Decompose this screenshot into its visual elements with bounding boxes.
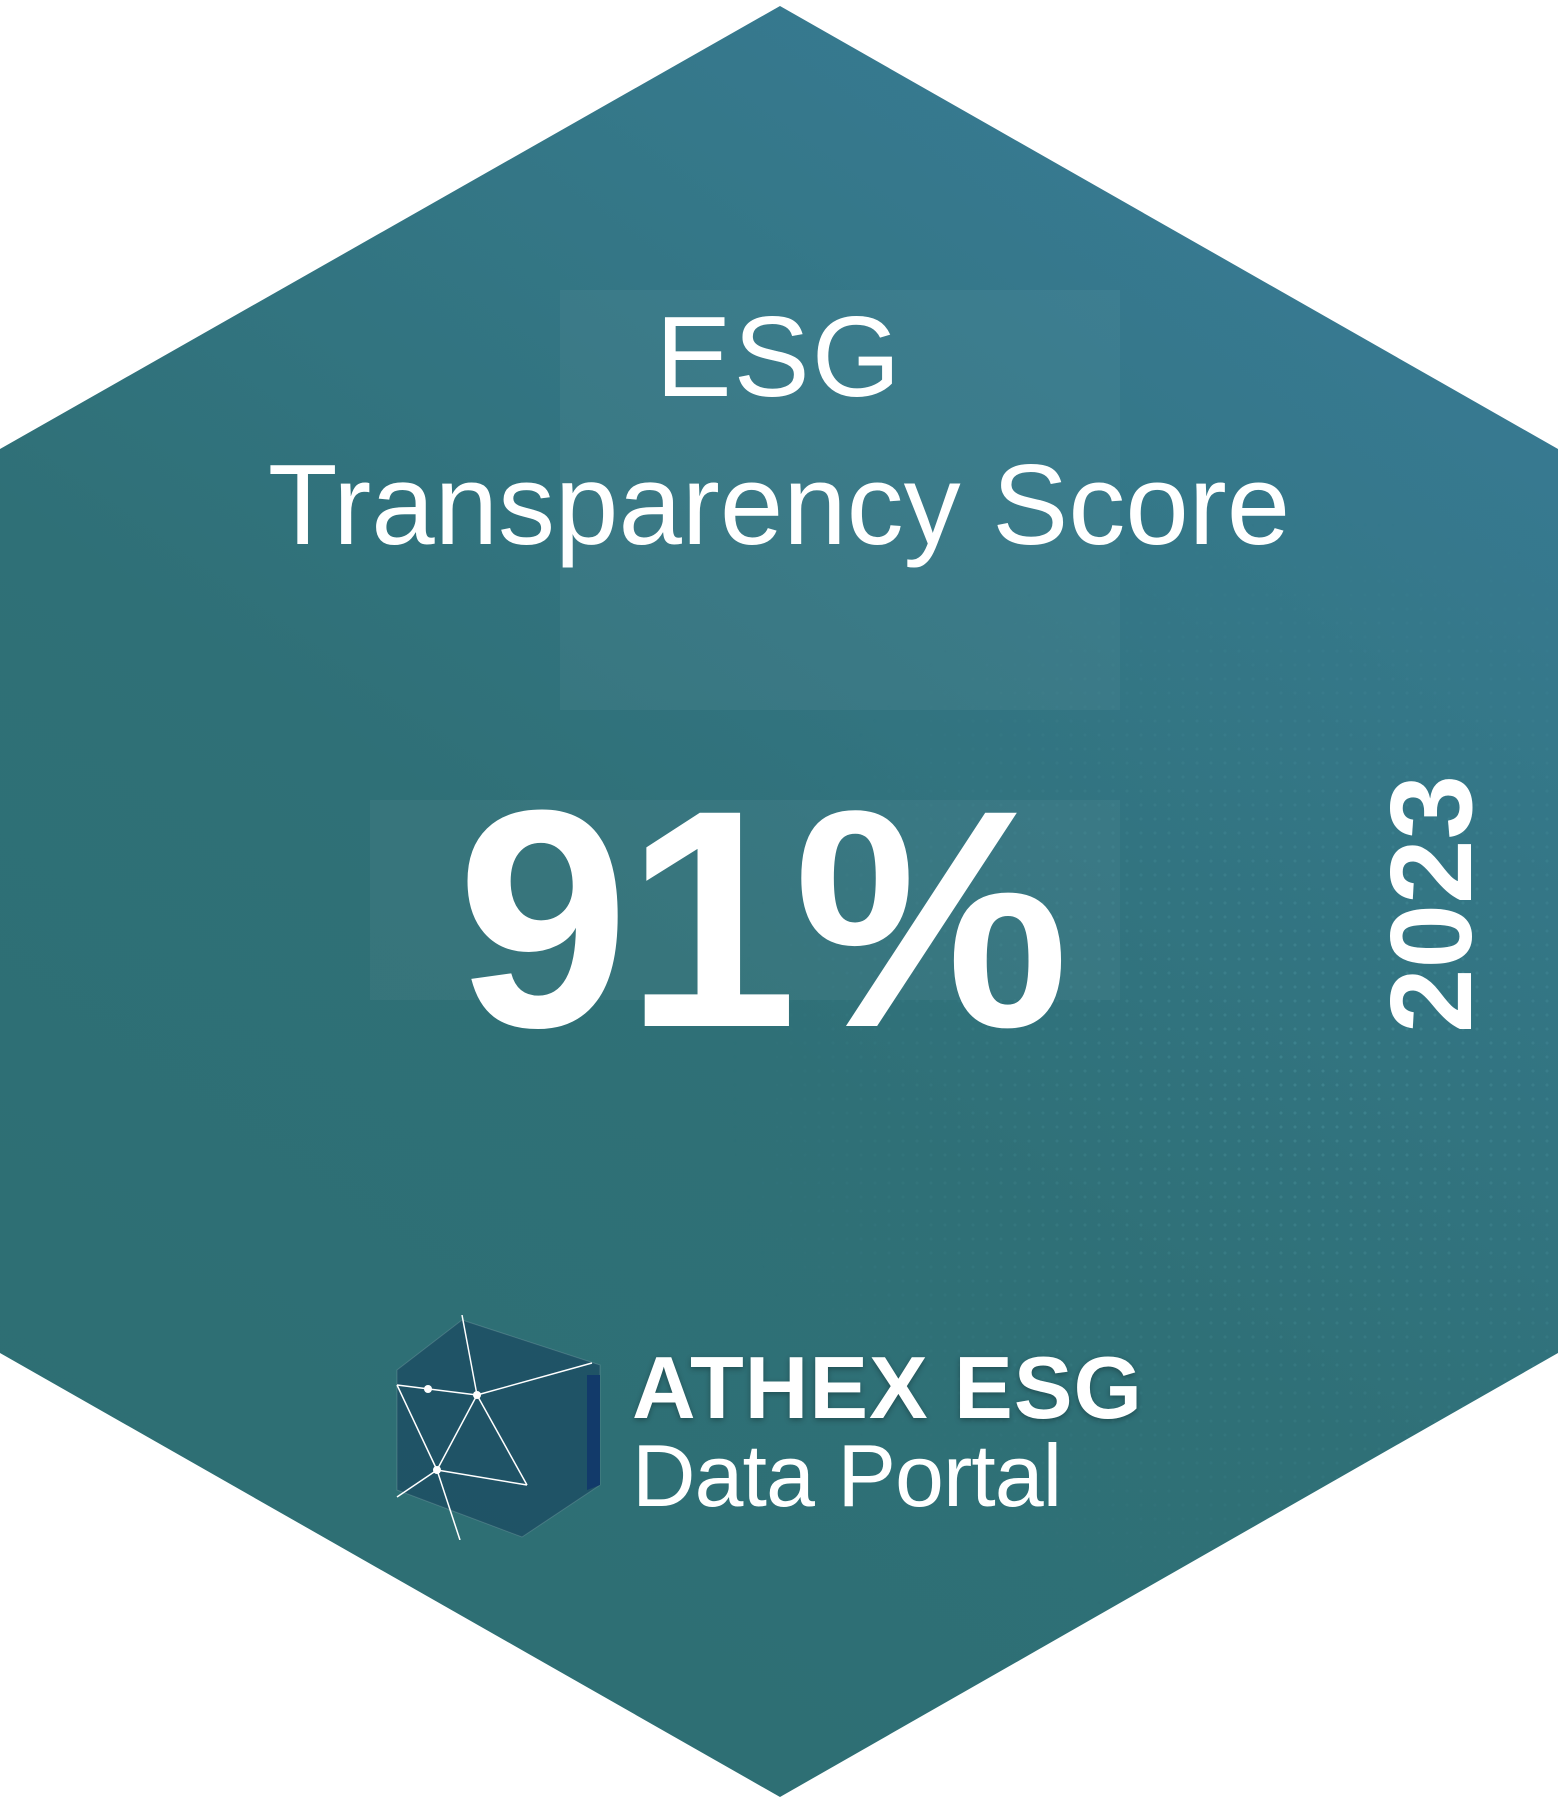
background-panel — [560, 290, 1120, 710]
badge-title-line2: Transparency Score — [267, 442, 1291, 569]
hexagon-network-icon — [396, 1315, 601, 1540]
logo-lines — [396, 1315, 593, 1540]
badge-title-line1: ESG — [655, 294, 903, 421]
brand-name: ATHEX ESG — [632, 1338, 1144, 1437]
transparency-score: 91% — [456, 745, 1069, 1092]
background-panel — [370, 800, 1120, 1000]
badge-year: 2023 — [1366, 774, 1496, 1034]
logo-nodes — [424, 1385, 481, 1474]
logo-hexagon — [396, 1319, 601, 1538]
logo-side — [587, 1375, 600, 1490]
brand-subtitle: Data Portal — [632, 1426, 1062, 1525]
